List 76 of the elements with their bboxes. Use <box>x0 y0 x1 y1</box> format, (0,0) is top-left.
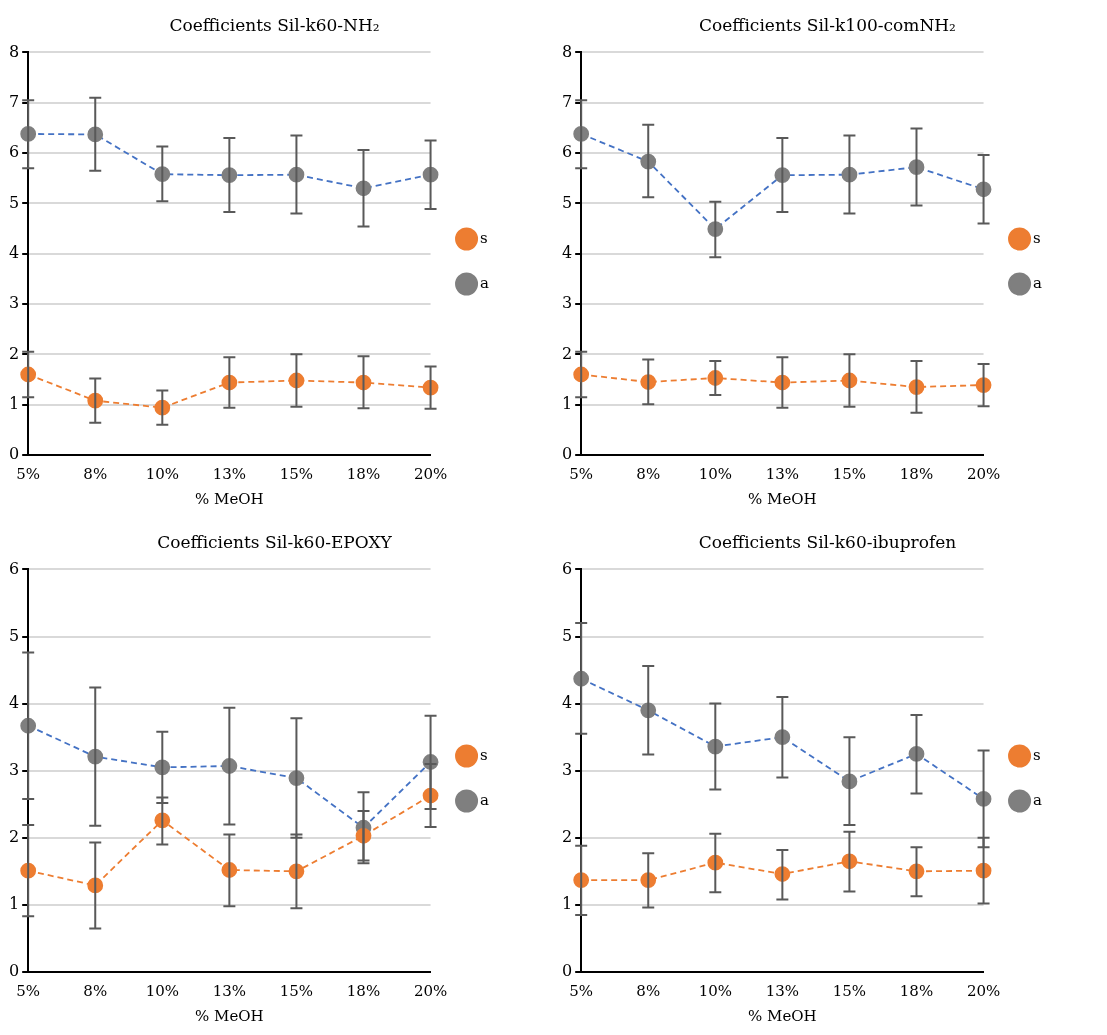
y-tick-label: 5 <box>8 625 20 645</box>
x-tick-label: 5% <box>569 464 594 483</box>
x-tick-label: 13% <box>212 464 247 483</box>
x-axis-title: % MeOH <box>195 489 264 508</box>
legend-label: a <box>1033 790 1043 809</box>
y-tick-label: 5 <box>561 625 573 645</box>
x-tick-label: 18% <box>899 981 934 1000</box>
x-tick-label: 15% <box>832 464 867 483</box>
y-tick-label: 4 <box>561 242 573 262</box>
y-tick-label: 6 <box>8 142 20 162</box>
x-axis-title: % MeOH <box>195 1006 264 1025</box>
y-tick-label: 2 <box>561 343 573 363</box>
x-tick-label: 18% <box>346 981 381 1000</box>
y-tick-label: 5 <box>8 192 20 212</box>
legend-label: s <box>480 745 488 764</box>
legend-label: s <box>480 228 488 247</box>
y-tick-label: 0 <box>561 444 573 464</box>
x-tick-label: 5% <box>569 981 594 1000</box>
y-tick-label: 7 <box>8 91 20 111</box>
y-tick-label: 1 <box>561 393 573 413</box>
chart-title: Coefficients Sil-k60-EPOXY <box>157 531 393 552</box>
y-tick-label: 6 <box>8 558 20 578</box>
x-tick-label: 8% <box>83 981 108 1000</box>
x-tick-label: 20% <box>413 981 448 1000</box>
y-tick-label: 2 <box>8 343 20 363</box>
y-tick-label: 3 <box>561 293 573 313</box>
x-tick-label: 8% <box>636 981 661 1000</box>
x-tick-label: 13% <box>765 464 800 483</box>
x-tick-label: 20% <box>966 981 1001 1000</box>
legend-label: a <box>480 790 490 809</box>
y-tick-label: 1 <box>8 894 20 914</box>
y-tick-label: 1 <box>561 894 573 914</box>
chart-title: Coefficients Sil-k60-NH₂ <box>169 14 380 35</box>
x-tick-label: 5% <box>16 981 41 1000</box>
x-tick-label: 20% <box>966 464 1001 483</box>
legend-label: a <box>480 273 490 292</box>
y-tick-label: 1 <box>8 393 20 413</box>
x-tick-label: 18% <box>899 464 934 483</box>
y-tick-label: 0 <box>561 961 573 981</box>
y-tick-label: 6 <box>561 558 573 578</box>
y-tick-label: 0 <box>8 961 20 981</box>
y-tick-label: 2 <box>561 826 573 846</box>
x-tick-label: 15% <box>279 464 314 483</box>
x-tick-label: 8% <box>636 464 661 483</box>
x-tick-label: 10% <box>145 981 179 1000</box>
x-tick-label: 20% <box>413 464 448 483</box>
chart-title: Coefficients Sil-k60-ibuprofen <box>698 531 957 552</box>
y-tick-label: 8 <box>561 41 573 61</box>
x-axis-title: % MeOH <box>748 1006 817 1025</box>
x-tick-label: 10% <box>145 464 179 483</box>
y-tick-label: 3 <box>561 759 573 779</box>
x-tick-label: 8% <box>83 464 108 483</box>
y-tick-label: 0 <box>8 444 20 464</box>
y-tick-label: 8 <box>8 41 20 61</box>
x-tick-label: 13% <box>212 981 247 1000</box>
y-tick-label: 3 <box>8 759 20 779</box>
y-tick-label: 6 <box>561 142 573 162</box>
chart-title: Coefficients Sil-k100-comNH₂ <box>699 14 956 35</box>
y-tick-label: 2 <box>8 826 20 846</box>
y-tick-label: 5 <box>561 192 573 212</box>
y-tick-label: 4 <box>8 242 20 262</box>
y-tick-label: 4 <box>561 692 573 712</box>
x-tick-label: 13% <box>765 981 800 1000</box>
y-tick-label: 3 <box>8 293 20 313</box>
y-tick-label: 7 <box>561 91 573 111</box>
x-tick-label: 15% <box>279 981 314 1000</box>
legend-label: s <box>1033 228 1041 247</box>
y-tick-label: 4 <box>8 692 20 712</box>
x-tick-label: 15% <box>832 981 867 1000</box>
legend-label: a <box>1033 273 1043 292</box>
x-tick-label: 10% <box>698 981 732 1000</box>
x-tick-label: 10% <box>698 464 732 483</box>
x-tick-label: 5% <box>16 464 41 483</box>
x-axis-title: % MeOH <box>748 489 817 508</box>
x-tick-label: 18% <box>346 464 381 483</box>
legend-label: s <box>1033 745 1041 764</box>
